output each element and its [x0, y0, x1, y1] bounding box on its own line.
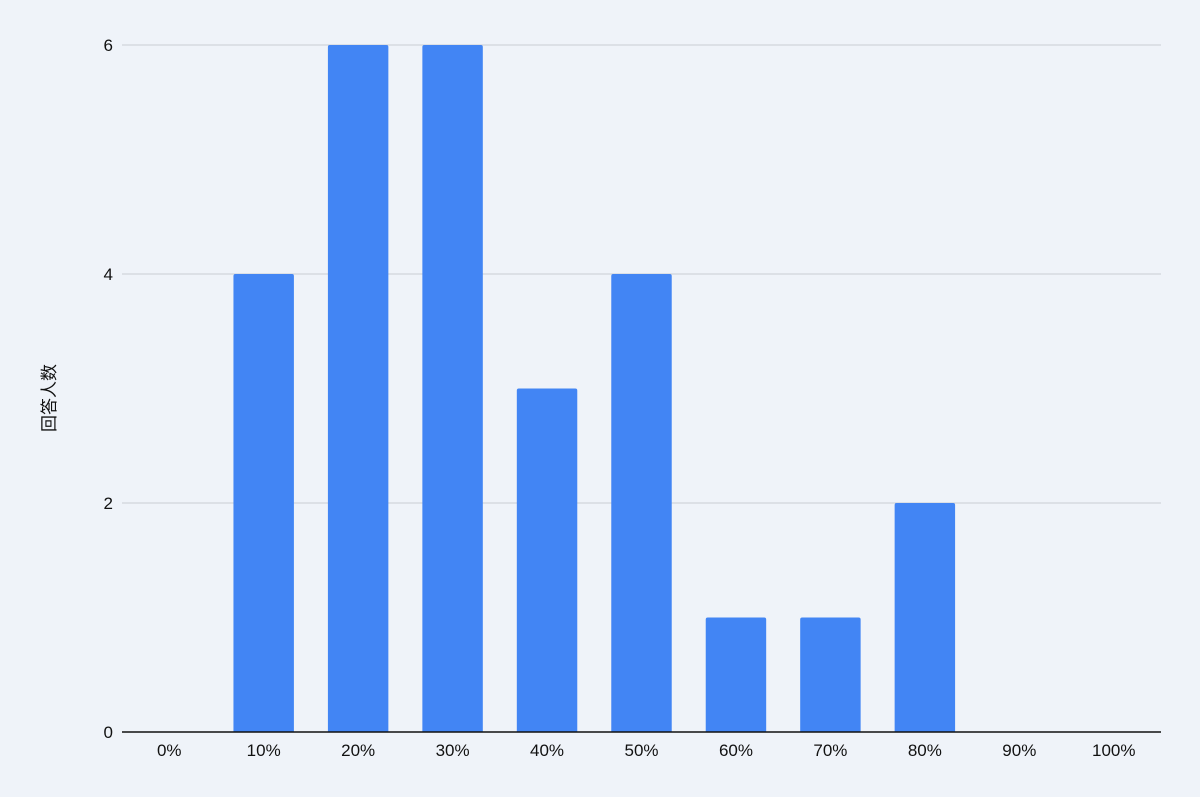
- bars: [233, 45, 956, 732]
- y-tick-label-2: 2: [104, 494, 113, 513]
- x-tick-label-0pct: 0%: [157, 741, 182, 760]
- y-tick-label-6: 6: [104, 36, 113, 55]
- bar-10pct: [233, 274, 294, 732]
- bar-40pct: [516, 388, 578, 732]
- bar-30pct: [422, 45, 483, 732]
- x-tick-label-40pct: 40%: [530, 741, 564, 760]
- bar-20pct: [327, 45, 389, 732]
- x-tick-label-30pct: 30%: [436, 741, 470, 760]
- bar-80pct: [894, 503, 956, 732]
- bar-70pct: [800, 617, 861, 732]
- x-tick-label-70pct: 70%: [813, 741, 847, 760]
- x-tick-label-90pct: 90%: [1002, 741, 1036, 760]
- x-tick-label-80pct: 80%: [908, 741, 942, 760]
- bar-50pct: [611, 274, 672, 732]
- bar-60pct: [705, 617, 767, 732]
- x-tick-label-50pct: 50%: [624, 741, 658, 760]
- y-axis-title: 回答人数: [40, 364, 60, 432]
- x-tick-label-10pct: 10%: [247, 741, 281, 760]
- y-tick-label-4: 4: [104, 265, 113, 284]
- x-tick-label-20pct: 20%: [341, 741, 375, 760]
- x-tick-label-60pct: 60%: [719, 741, 753, 760]
- y-tick-label-0: 0: [104, 723, 113, 742]
- x-tick-label-100pct: 100%: [1092, 741, 1135, 760]
